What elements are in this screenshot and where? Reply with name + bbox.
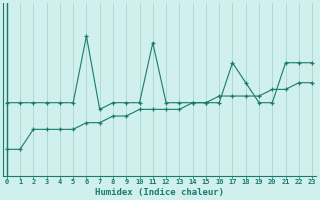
X-axis label: Humidex (Indice chaleur): Humidex (Indice chaleur): [95, 188, 224, 197]
